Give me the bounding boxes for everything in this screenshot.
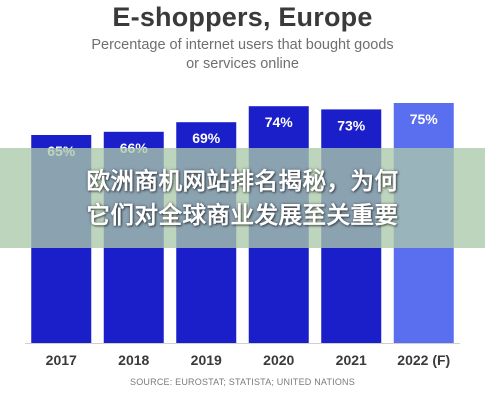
data-label-2022 (F): 75%	[410, 111, 439, 127]
subtitle-line-1: Percentage of internet users that bought…	[91, 37, 394, 53]
overlay-headline: 欧洲商机网站排名揭秘，为何 它们对全球商业发展至关重要	[0, 164, 485, 232]
data-label-2021: 73%	[337, 117, 366, 133]
overlay-line-1: 欧洲商机网站排名揭秘，为何	[86, 167, 399, 195]
x-tick-label-2021: 2021	[336, 352, 367, 368]
chart-title: E-shoppers, Europe	[112, 2, 373, 32]
overlay-line-2: 它们对全球商业发展至关重要	[86, 201, 399, 229]
data-label-2020: 74%	[265, 114, 294, 130]
chart-subtitle: Percentage of internet users that bought…	[0, 36, 485, 74]
chart-source: SOURCE: EUROSTAT; STATISTA; UNITED NATIO…	[130, 377, 355, 387]
x-tick-label-2017: 2017	[46, 352, 77, 368]
subtitle-line-2: or services online	[186, 56, 299, 72]
overlay-banner	[0, 148, 485, 248]
x-tick-label-2018: 2018	[118, 352, 149, 368]
x-tick-label-2020: 2020	[263, 352, 294, 368]
x-tick-label-2022 (F): 2022 (F)	[397, 352, 450, 368]
x-tick-label-2019: 2019	[191, 352, 222, 368]
data-label-2019: 69%	[192, 130, 221, 146]
